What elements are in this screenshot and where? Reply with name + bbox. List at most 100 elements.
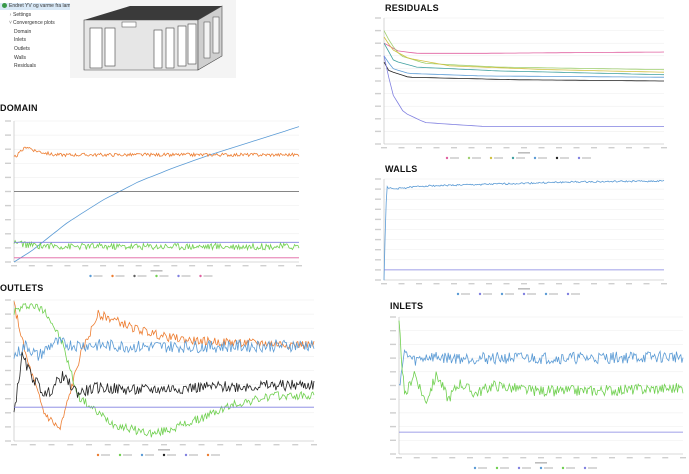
x-tick-label [236,444,242,446]
x-tick-label [217,444,224,446]
y-tick-label [375,259,381,261]
legend-entry[interactable] [456,292,470,296]
legend-entry[interactable] [517,466,531,470]
x-tick-label [520,457,527,459]
legend-entry[interactable] [96,453,110,457]
legend-entry[interactable] [500,292,514,296]
y-tick-label [390,316,396,318]
legend-entry[interactable] [511,156,525,160]
legend-entry[interactable] [522,292,536,296]
inlets-title: INLETS [390,301,424,311]
tree-item-label: Outlets [14,46,30,52]
walls-title: WALLS [385,164,418,174]
legend-entry[interactable] [473,466,487,470]
x-tick-label [260,265,267,267]
legend-entry[interactable] [533,156,547,160]
y-tick-label [375,228,381,231]
series-line-teal [383,43,665,76]
legend-entry[interactable] [199,274,213,278]
tree-item-residuals[interactable]: Residuals [0,63,70,70]
legend-entry[interactable] [206,453,220,457]
series-line-orange [13,146,300,158]
legend-entry[interactable] [118,453,132,457]
x-tick-label [591,283,597,285]
legend-entry[interactable] [162,453,176,457]
legend-entry[interactable] [155,274,169,278]
x-tick-label [292,444,299,446]
y-tick-label [5,327,11,329]
series-line-yellow [383,36,665,73]
x-tick-label [171,265,178,267]
legend-entry[interactable] [445,156,459,160]
legend-entry[interactable] [184,453,198,457]
legend-entry[interactable] [111,274,125,278]
tree-item-settings[interactable]: › Settings [0,12,70,19]
y-tick-label [5,412,11,414]
legend-entry[interactable] [583,466,597,470]
y-tick-label [390,439,396,441]
tree-item-walls[interactable]: Walls [0,55,70,62]
x-tick-label [503,147,510,149]
y-tick-label [5,426,11,428]
tree-item-label: Walls [14,54,27,61]
x-axis-title [158,449,170,451]
y-tick-label [5,398,11,400]
chevron-right-icon[interactable]: › [9,11,12,18]
tree-item-endret-yv-og-varme-fra-lamper[interactable]: Endret YV og varme fra lamper [0,3,78,10]
y-tick-label [5,440,11,442]
legend-entry[interactable] [478,292,492,296]
y-tick-label [375,198,381,200]
chevron-down-icon[interactable]: ˅ [9,20,12,27]
x-tick-label [311,444,317,446]
model-viewport[interactable] [70,0,236,78]
legend-entry[interactable] [539,466,553,470]
y-tick-label [375,279,381,281]
x-tick-label [224,265,231,267]
legend-entry[interactable] [561,466,575,470]
tree-item-convergence-plots[interactable]: ˅Convergence plots [0,20,70,27]
y-tick-label [5,134,11,136]
legend-entry[interactable] [89,274,103,278]
series-line-blue [383,55,664,78]
legend-entry[interactable] [140,453,154,457]
x-tick-label [413,457,420,459]
y-tick-label [5,148,11,150]
legend-entry[interactable] [544,292,558,296]
legend-entry[interactable] [495,466,509,470]
y-tick-label [375,218,381,221]
y-tick-label [375,67,381,70]
residuals-chart [375,17,667,160]
x-tick-label [142,444,149,446]
tree-item-label: Inlets [14,37,26,44]
series-line-green [13,239,300,252]
tree-item-domain[interactable]: Domain [0,29,70,36]
y-tick-label [375,208,381,210]
x-tick-label [680,457,686,459]
legend-entry[interactable] [177,274,191,278]
tree-item-outlets[interactable]: Outlets [0,46,70,53]
tree-item-label: Endret YV og varme fra lamper [9,3,78,9]
y-tick-label [390,384,396,387]
x-axis-title [535,462,547,464]
y-tick-label [390,343,396,346]
x-tick-label [123,444,130,446]
legend-entry[interactable] [133,274,147,278]
legend-entry[interactable] [489,156,503,160]
series-line-blue [13,126,300,263]
tree-item-inlets[interactable]: Inlets [0,37,70,44]
x-tick-label [451,283,457,285]
series-line-blue [383,179,665,281]
y-tick-label [375,130,381,133]
x-tick-label [573,457,580,459]
legend-entry[interactable] [566,292,580,296]
legend-entry[interactable] [467,156,481,160]
legend-entry[interactable] [577,156,591,160]
x-tick-label [556,283,562,285]
y-tick-label [375,238,381,241]
y-tick-label [375,269,381,271]
x-tick-label [468,283,475,285]
y-tick-label [375,80,381,82]
legend-entry[interactable] [555,156,569,160]
domain-chart [5,120,302,278]
x-tick-label [104,444,111,446]
